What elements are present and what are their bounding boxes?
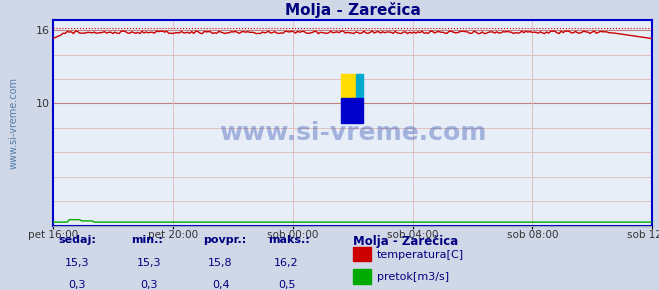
Bar bbox=[353, 269, 370, 284]
Text: Molja - Zarečica: Molja - Zarečica bbox=[353, 235, 458, 249]
Text: pretok[m3/s]: pretok[m3/s] bbox=[376, 272, 449, 282]
Text: 0,3: 0,3 bbox=[68, 280, 86, 290]
Text: 16,2: 16,2 bbox=[274, 258, 299, 268]
Text: 15,8: 15,8 bbox=[208, 258, 233, 268]
Text: min.:: min.: bbox=[130, 235, 163, 245]
Bar bbox=[341, 74, 356, 98]
Bar bbox=[353, 247, 370, 261]
Text: temperatura[C]: temperatura[C] bbox=[376, 250, 464, 260]
Text: 0,4: 0,4 bbox=[212, 280, 229, 290]
Text: www.si-vreme.com: www.si-vreme.com bbox=[9, 77, 18, 169]
Bar bbox=[341, 98, 362, 123]
Text: www.si-vreme.com: www.si-vreme.com bbox=[219, 121, 486, 145]
Text: 15,3: 15,3 bbox=[65, 258, 89, 268]
Bar bbox=[356, 74, 362, 98]
Text: 15,3: 15,3 bbox=[136, 258, 161, 268]
Title: Molja - Zarečica: Molja - Zarečica bbox=[285, 2, 420, 18]
Text: 0,3: 0,3 bbox=[140, 280, 158, 290]
Text: maks.:: maks.: bbox=[269, 235, 310, 245]
Text: 0,5: 0,5 bbox=[278, 280, 295, 290]
Text: sedaj:: sedaj: bbox=[59, 235, 97, 245]
Text: povpr.:: povpr.: bbox=[203, 235, 246, 245]
